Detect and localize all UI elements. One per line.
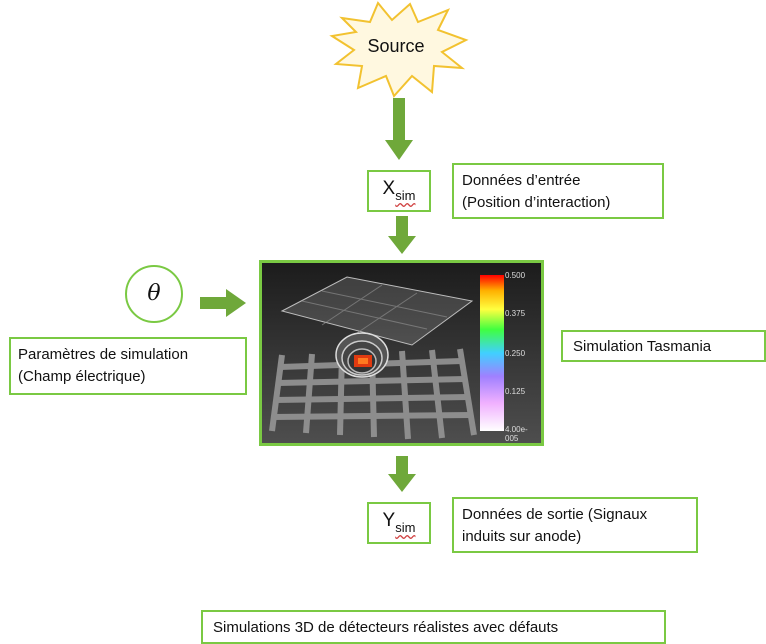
- arrow-down-2: [388, 216, 416, 254]
- simulation-render: [269, 275, 504, 440]
- input-variable-box: Xsim: [367, 170, 431, 212]
- colorbar-tick-1: 0.375: [505, 309, 526, 318]
- output-variable-box: Ysim: [367, 502, 431, 544]
- colorbar-tick-2: 0.250: [505, 349, 526, 358]
- footer-caption-box: Simulations 3D de détecteurs réalistes a…: [201, 610, 666, 644]
- source-burst-icon: [329, 1, 469, 98]
- theta-symbol: θ: [147, 281, 161, 306]
- output-variable-main: Y: [382, 510, 396, 531]
- colorbar-tick-3: 0.125: [505, 387, 526, 396]
- colorbar: [480, 275, 504, 431]
- theta-circle: θ: [125, 265, 183, 323]
- colorbar-tick-0: 0.500: [505, 271, 526, 280]
- colorbar-tick-4: 4.00e-005: [505, 425, 528, 443]
- simulation-image-frame: 0.500 0.375 0.250 0.125 4.00e-005: [259, 260, 544, 446]
- source-label: Source: [367, 36, 425, 56]
- input-variable-sub: sim: [395, 188, 416, 203]
- arrow-down-3: [388, 456, 416, 492]
- arrow-down-1: [385, 98, 413, 160]
- output-variable-sub: sim: [395, 520, 416, 535]
- input-description-box: Données d’entrée (Position d’interaction…: [452, 163, 664, 219]
- input-variable-main: X: [382, 178, 396, 199]
- simulation-label-box: Simulation Tasmania: [561, 330, 766, 362]
- output-description-box: Données de sortie (Signaux induits sur a…: [452, 497, 698, 553]
- arrow-right: [200, 289, 246, 317]
- params-description-box: Paramètres de simulation (Champ électriq…: [9, 337, 247, 395]
